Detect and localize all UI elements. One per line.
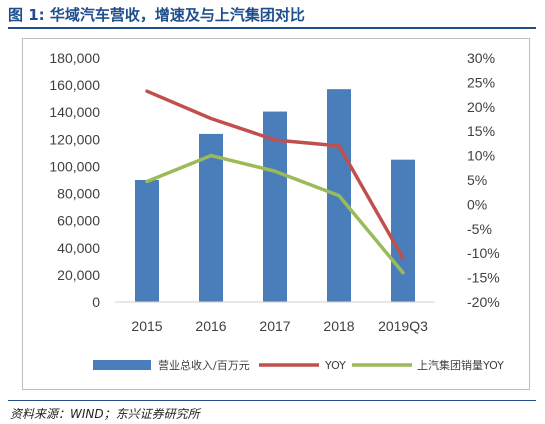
right-axis-tick-label: 0% <box>467 196 487 212</box>
source-note: 资料来源：WIND；东兴证券研究所 <box>10 407 200 421</box>
x-axis-category-label: 2019Q3 <box>378 318 428 334</box>
x-axis-category-label: 2017 <box>259 318 290 334</box>
figure-title: 图 1: 华域汽车营收，增速及与上汽集团对比 <box>8 6 305 24</box>
x-axis-category-label: 2015 <box>131 318 162 334</box>
left-axis-tick-label: 20,000 <box>57 267 100 283</box>
bar-revenue-2017 <box>263 111 287 303</box>
combo-chart: 0 20,000 40,000 60,000 80,000 100,000 120,000 1… <box>49 50 504 372</box>
right-axis-tick-label: 10% <box>467 148 495 164</box>
right-axis-tick-label: 5% <box>467 172 487 188</box>
x-axis-category-label: 2016 <box>195 318 226 334</box>
bar-revenue-2019Q3 <box>391 159 415 302</box>
right-axis-tick-label: 30% <box>467 50 495 66</box>
right-axis-tick-label: -5% <box>467 221 492 237</box>
left-axis-tick-label: 40,000 <box>57 240 100 256</box>
left-axis-tick-label: 0 <box>92 294 100 310</box>
right-axis-tick-label: -15% <box>467 270 500 286</box>
right-axis-tick-label: -10% <box>467 245 500 261</box>
bar-revenue-2016 <box>199 133 223 302</box>
left-axis-tick-label: 160,000 <box>49 77 100 93</box>
left-axis-tick-label: 60,000 <box>57 213 100 229</box>
right-axis-tick-label: -20% <box>467 294 500 310</box>
left-axis-tick-label: 120,000 <box>49 131 100 147</box>
right-axis-tick-label: 15% <box>467 123 495 139</box>
left-axis-tick-label: 80,000 <box>57 186 100 202</box>
legend-label-revenue: 营业总收入/百万元 <box>158 358 250 372</box>
x-axis-category-label: 2018 <box>323 318 354 334</box>
bar-revenue-2015 <box>135 180 159 302</box>
right-axis-tick-label: 25% <box>467 74 495 90</box>
legend-swatch-revenue <box>93 360 151 370</box>
source-divider <box>8 400 536 401</box>
left-axis-tick-label: 100,000 <box>49 158 100 174</box>
left-axis-tick-label: 180,000 <box>49 50 100 66</box>
legend-label-saic-sales-yoy: 上汽集团销量YOY <box>417 358 504 372</box>
right-axis-tick-label: 20% <box>467 99 495 115</box>
title-divider <box>8 27 536 29</box>
left-axis-tick-label: 140,000 <box>49 104 100 120</box>
chart-frame: 0 20,000 40,000 60,000 80,000 100,000 120,000 1… <box>22 38 530 390</box>
legend-label-yoy: YOY <box>324 359 346 372</box>
